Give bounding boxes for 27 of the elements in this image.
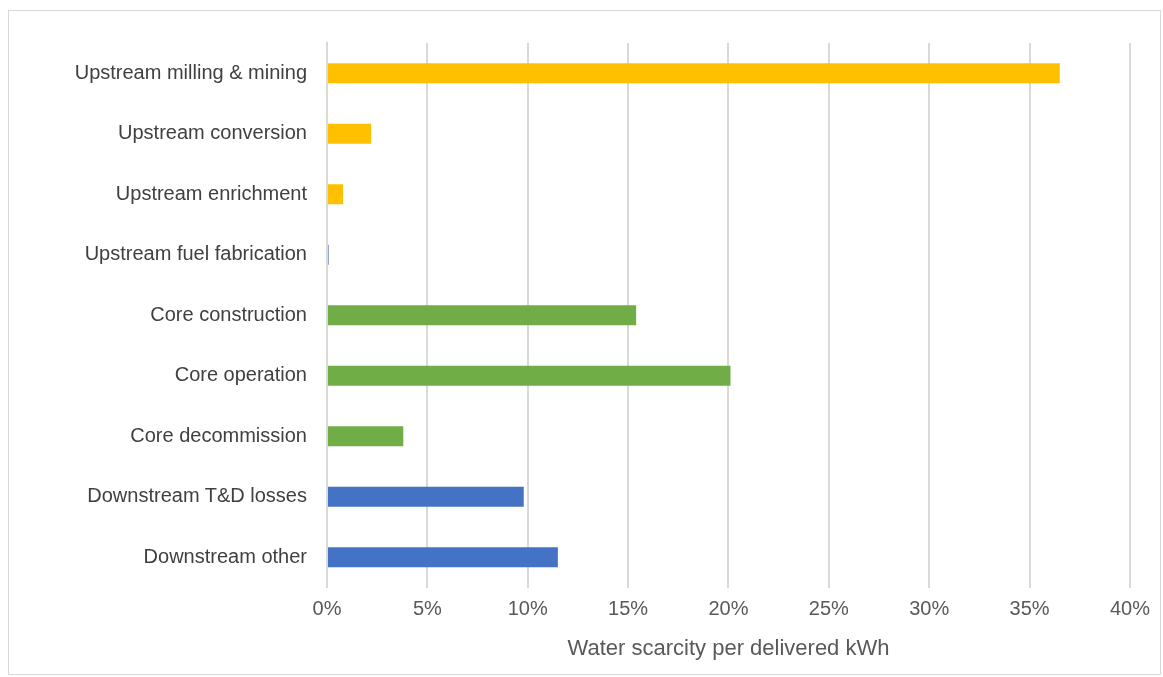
bar (328, 63, 1060, 84)
x-tick-label: 0% (312, 597, 342, 620)
x-tick-label: 15% (608, 597, 649, 620)
y-tick-label: Downstream T&D losses (87, 484, 307, 507)
x-tick-label: 25% (808, 597, 850, 620)
y-tick-label: Upstream conversion (118, 121, 307, 144)
y-tick-label: Core operation (174, 363, 307, 386)
y-tick-label: Upstream fuel fabrication (84, 242, 307, 265)
x-tick-label: 20% (708, 597, 749, 620)
bar (328, 365, 731, 386)
x-tick-label: 40% (1109, 597, 1151, 620)
y-tick-label: Upstream enrichment (115, 181, 308, 204)
y-tick-label: Core decommission (130, 423, 307, 446)
y-tick-label: Core construction (150, 302, 307, 325)
bar (328, 426, 404, 447)
y-tick-label: Upstream milling & mining (74, 60, 307, 83)
bar (328, 547, 558, 568)
x-tick-label: 10% (507, 597, 548, 620)
x-tick-label: 30% (909, 597, 950, 620)
x-tick-label: 35% (1009, 597, 1050, 620)
bar (328, 305, 637, 326)
y-tick-label: Downstream other (143, 544, 308, 567)
bar (328, 123, 372, 144)
x-axis-title: Water scarcity per delivered kWh (567, 634, 890, 660)
bar (328, 184, 344, 205)
x-tick-label: 5% (412, 597, 443, 620)
bar (328, 486, 524, 507)
